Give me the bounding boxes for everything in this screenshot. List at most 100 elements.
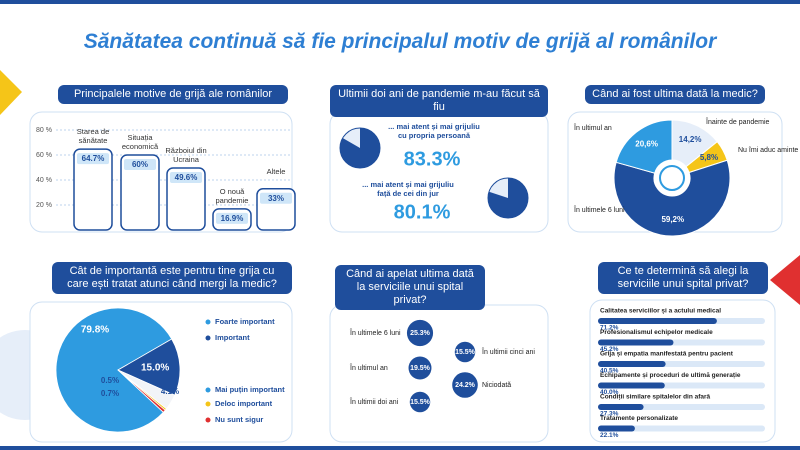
legend-dot xyxy=(205,319,211,325)
value-label: 27.3% xyxy=(600,411,619,418)
pie-slice xyxy=(117,338,181,396)
legend-dot xyxy=(205,387,211,393)
panel-title: Principalele motive de grijă ale românil… xyxy=(58,85,288,104)
category-label: În ultimele 6 luni xyxy=(349,328,401,337)
category-label: Starea de sănătate xyxy=(76,127,110,146)
bar xyxy=(598,339,674,346)
value-label: 45.2% xyxy=(600,346,619,353)
value-label: 79.8% xyxy=(81,325,109,336)
value-label: 40.0% xyxy=(600,389,619,396)
value-label: 20,6% xyxy=(635,140,658,149)
bar xyxy=(166,167,206,231)
decor-triangle xyxy=(0,70,22,115)
value-label: 60% xyxy=(132,160,148,169)
category-label: Înainte de pandemie xyxy=(705,117,770,126)
value-label: 0.5% xyxy=(101,376,119,385)
legend-label: Nu sunt sigur xyxy=(215,415,263,424)
indicator-label: ... mai atent și mai grijuliu cu propria… xyxy=(388,122,480,140)
category-label: O nouă pandemie xyxy=(215,186,249,205)
y-tick-label: 20 % xyxy=(36,202,52,209)
bar xyxy=(73,148,113,231)
value-box xyxy=(216,212,248,224)
panel-title: Când ai apelat ultima dată la serviciile… xyxy=(335,265,485,310)
bar xyxy=(598,382,665,389)
top-band xyxy=(0,0,800,4)
legend-label: Foarte important xyxy=(215,317,275,326)
panel-title: Cât de importantă este pentru tine grija… xyxy=(52,262,292,294)
donut-segment xyxy=(613,159,731,237)
category-label: În ultimul an xyxy=(349,363,388,372)
bubble xyxy=(454,341,476,363)
bubble xyxy=(409,391,431,413)
legend-dot xyxy=(205,401,211,407)
y-tick-label: 40 % xyxy=(36,177,52,184)
legend-label: Important xyxy=(215,333,250,342)
value-label: 22.1% xyxy=(600,432,619,439)
value-label: 80.1% xyxy=(394,201,451,223)
legend-label: Mai puțin important xyxy=(215,385,285,394)
bubble xyxy=(406,319,434,347)
bubble xyxy=(452,372,478,398)
value-label: 40.5% xyxy=(600,368,619,375)
legend-dot xyxy=(205,417,211,423)
value-box xyxy=(124,159,156,170)
category-label: Situația economică xyxy=(121,133,159,151)
bar xyxy=(598,425,635,432)
category-label: Nu îmi aduc aminte xyxy=(738,147,798,154)
category-label: Calitatea serviciilor și a actului medic… xyxy=(600,308,721,315)
value-box xyxy=(170,172,202,183)
value-label: 0.7% xyxy=(101,389,119,398)
value-label: 19.5% xyxy=(410,365,431,372)
value-label: 5,8% xyxy=(700,153,718,162)
category-label: În ultimii cinci ani xyxy=(481,347,535,356)
y-tick-label: 80 % xyxy=(36,127,52,134)
value-label: 71.2% xyxy=(600,325,619,332)
category-label: Profesionalismul echipelor medicale xyxy=(600,329,713,336)
value-label: 4.1% xyxy=(161,387,179,396)
value-box xyxy=(77,153,109,165)
category-label: Condiții similare spitalelor din afară xyxy=(600,394,711,401)
category-label: În ultimii doi ani xyxy=(349,397,399,406)
category-label: Războiul din Ucraina xyxy=(165,146,207,164)
legend-label: Deloc important xyxy=(215,399,273,408)
panel-title: Când ai fost ultima dată la medic? xyxy=(585,85,765,104)
panel xyxy=(329,304,549,443)
category-label: În ultimele 6 luni xyxy=(573,205,625,214)
value-label: 64.7% xyxy=(82,154,105,163)
decor-triangle xyxy=(770,255,800,305)
bar xyxy=(598,361,666,367)
value-label: 59,2% xyxy=(661,215,684,224)
pie-wedge xyxy=(488,178,528,219)
donut-hole xyxy=(659,165,685,191)
panel-title: Ce te determină să alegi la serviciile u… xyxy=(598,262,768,294)
value-label: 15.5% xyxy=(455,349,476,356)
value-label: 15.0% xyxy=(141,363,169,374)
value-label: 15.5% xyxy=(410,399,431,406)
value-label: 24.2% xyxy=(455,382,476,389)
category-label: În ultimul an xyxy=(573,123,612,132)
legend-dot xyxy=(205,335,211,341)
category-label: Niciodată xyxy=(482,382,511,389)
pie-wedge xyxy=(340,128,380,169)
category-label: Grija și empatia manifestată pentru paci… xyxy=(600,351,734,358)
bottom-band xyxy=(0,446,800,450)
y-tick-label: 60 % xyxy=(36,152,52,159)
pie-slice xyxy=(117,369,166,413)
pie-slice xyxy=(55,307,173,433)
value-label: 33% xyxy=(268,194,284,203)
value-label: 14,2% xyxy=(679,135,702,144)
value-label: 16.9% xyxy=(221,214,244,223)
page-title: Sănătatea continuă să fie principalul mo… xyxy=(83,30,717,53)
category-label: Altele xyxy=(266,166,286,176)
bar xyxy=(598,404,644,410)
bar-track xyxy=(598,425,765,432)
panel-title: Ultimii doi ani de pandemie m-au făcut s… xyxy=(330,85,548,117)
value-box xyxy=(260,192,292,204)
bar xyxy=(598,318,717,324)
value-label: 83.3% xyxy=(404,148,461,170)
value-label: 49.6% xyxy=(175,173,198,182)
bubble xyxy=(408,356,432,380)
donut-segment xyxy=(615,119,673,174)
